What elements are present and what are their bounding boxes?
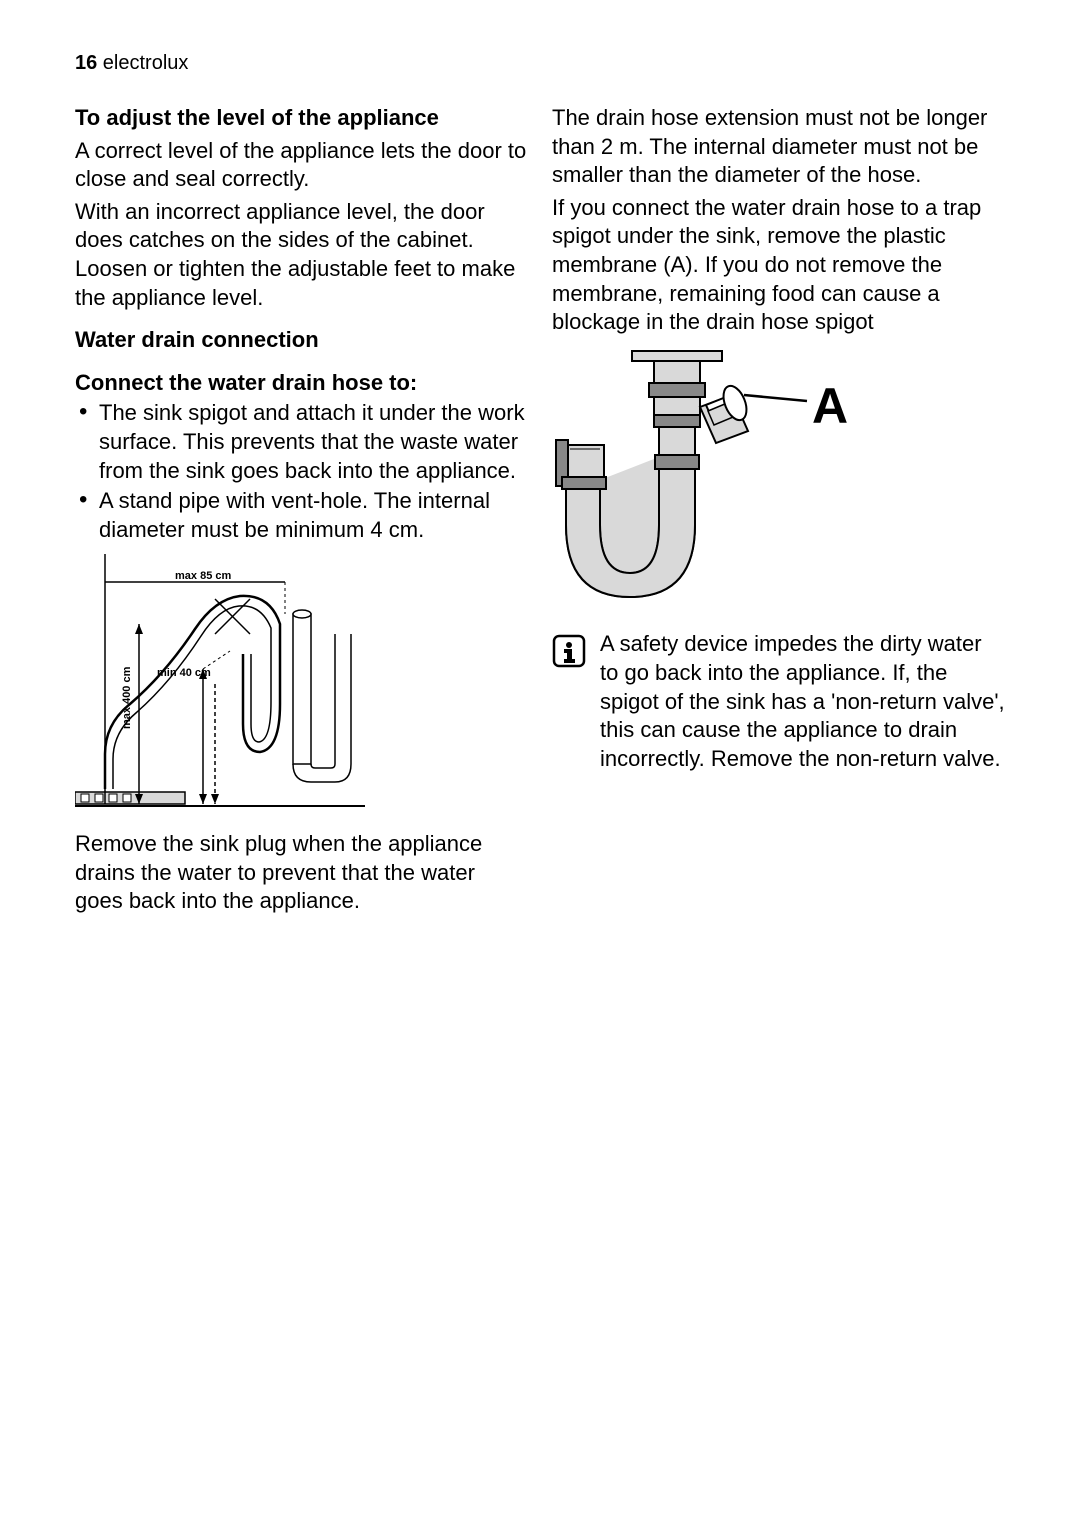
bullet-list: The sink spigot and attach it under the … bbox=[75, 399, 528, 544]
info-icon bbox=[552, 634, 586, 676]
svg-text:max 400 cm: max 400 cm bbox=[121, 667, 133, 730]
list-item: The sink spigot and attach it under the … bbox=[75, 399, 528, 485]
page-header: 16 electrolux bbox=[75, 50, 1005, 76]
svg-text:A: A bbox=[812, 378, 848, 434]
heading-adjust-level: To adjust the level of the appliance bbox=[75, 104, 528, 133]
info-note: A safety device impedes the dirty water … bbox=[552, 630, 1005, 773]
list-item: A stand pipe with vent-hole. The interna… bbox=[75, 487, 528, 544]
brand-name: electrolux bbox=[97, 52, 188, 74]
paragraph: With an incorrect appliance level, the d… bbox=[75, 198, 528, 312]
content-columns: To adjust the level of the appliance A c… bbox=[75, 104, 1005, 920]
svg-text:max 85 cm: max 85 cm bbox=[175, 570, 231, 582]
paragraph: A correct level of the appliance lets th… bbox=[75, 137, 528, 194]
paragraph: Remove the sink plug when the appliance … bbox=[75, 830, 528, 916]
paragraph: If you connect the water drain hose to a… bbox=[552, 194, 1005, 337]
right-column: The drain hose extension must not be lon… bbox=[552, 104, 1005, 920]
left-column: To adjust the level of the appliance A c… bbox=[75, 104, 528, 920]
diagram-trap-spigot: A bbox=[552, 345, 1005, 613]
heading-connect-hose: Connect the water drain hose to: bbox=[75, 369, 528, 398]
paragraph: The drain hose extension must not be lon… bbox=[552, 104, 1005, 190]
page-number: 16 bbox=[75, 52, 97, 74]
heading-water-drain: Water drain connection bbox=[75, 326, 528, 355]
info-text: A safety device impedes the dirty water … bbox=[600, 630, 1005, 773]
diagram-drain-height: max 400 cm max 85 cm min 40 cm bbox=[75, 554, 528, 822]
